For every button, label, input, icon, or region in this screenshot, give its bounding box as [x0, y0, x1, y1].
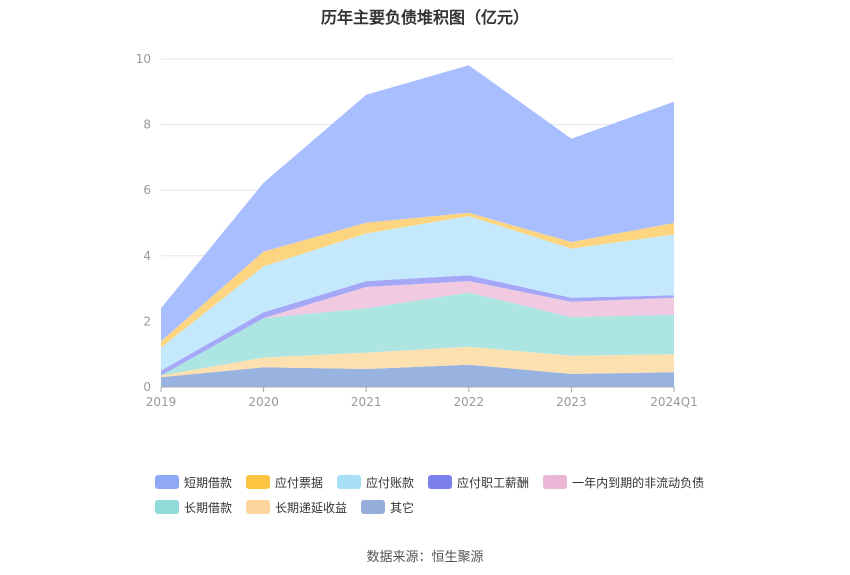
axes: 0 2 4 6 8 10 2019 2020 2021 2022 2023 2024Q1	[136, 52, 698, 409]
legend-item-accounts-payable[interactable]: 应付账款	[337, 474, 414, 491]
legend-label: 长期递延收益	[275, 500, 348, 515]
legend: 短期借款 应付票据 应付账款 应付职工薪酬 一年内到期的非流动负债 长期借款 长…	[155, 474, 755, 524]
legend-label: 应付职工薪酬	[457, 475, 530, 490]
x-tick-label: 2021	[351, 395, 382, 409]
legend-item-short-term-loans[interactable]: 短期借款	[155, 474, 232, 491]
y-tick-label: 6	[143, 183, 151, 197]
area-series-长期借款[interactable]	[161, 292, 674, 376]
legend-label: 长期借款	[184, 500, 233, 515]
legend-label: 一年内到期的非流动负债	[572, 475, 705, 490]
legend-item-other[interactable]: 其它	[361, 499, 414, 516]
legend-swatch	[246, 500, 271, 514]
y-tick-label: 0	[143, 380, 151, 394]
legend-swatch	[155, 475, 179, 489]
legend-item-long-term-loans[interactable]: 长期借款	[155, 499, 232, 516]
legend-row-1: 短期借款 应付票据 应付账款 应付职工薪酬 一年内到期的非流动负债	[155, 474, 755, 490]
x-tick-label: 2024Q1	[650, 395, 698, 409]
area-series	[161, 65, 674, 387]
area-series-长期递延收益[interactable]	[161, 346, 674, 378]
area-series-短期借款[interactable]	[161, 65, 674, 342]
legend-swatch	[428, 475, 453, 489]
legend-swatch	[337, 475, 362, 489]
chart-title: 历年主要负债堆积图（亿元）	[320, 8, 529, 27]
y-tick-label: 10	[136, 52, 151, 66]
area-series-其它[interactable]	[161, 364, 674, 387]
legend-row-2: 长期借款 长期递延收益 其它	[155, 499, 755, 515]
legend-swatch	[246, 475, 271, 489]
legend-label: 应付票据	[275, 475, 324, 490]
x-tick-label: 2022	[454, 395, 485, 409]
legend-swatch	[155, 500, 179, 514]
y-tick-label: 4	[143, 249, 151, 263]
legend-swatch	[543, 475, 568, 489]
legend-swatch	[361, 500, 386, 514]
area-series-应付票据[interactable]	[161, 212, 674, 348]
legend-label: 应付账款	[366, 475, 415, 490]
legend-item-current-portion-noncurrent[interactable]: 一年内到期的非流动负债	[543, 474, 704, 491]
legend-item-deferred-income[interactable]: 长期递延收益	[246, 499, 347, 516]
legend-item-payroll-payable[interactable]: 应付职工薪酬	[428, 474, 529, 491]
x-tick-label: 2020	[248, 395, 279, 409]
data-source: 数据来源：恒生聚源	[366, 550, 484, 565]
legend-item-notes-payable[interactable]: 应付票据	[246, 474, 323, 491]
x-tick-label: 2019	[146, 395, 177, 409]
area-series-一年内到期的非流动负债[interactable]	[161, 281, 674, 376]
legend-label: 其它	[390, 500, 415, 515]
legend-label: 短期借款	[184, 475, 233, 490]
area-series-应付账款[interactable]	[161, 216, 674, 371]
y-tick-label: 8	[143, 118, 151, 132]
y-tick-label: 2	[143, 314, 151, 328]
x-tick-label: 2023	[556, 395, 587, 409]
